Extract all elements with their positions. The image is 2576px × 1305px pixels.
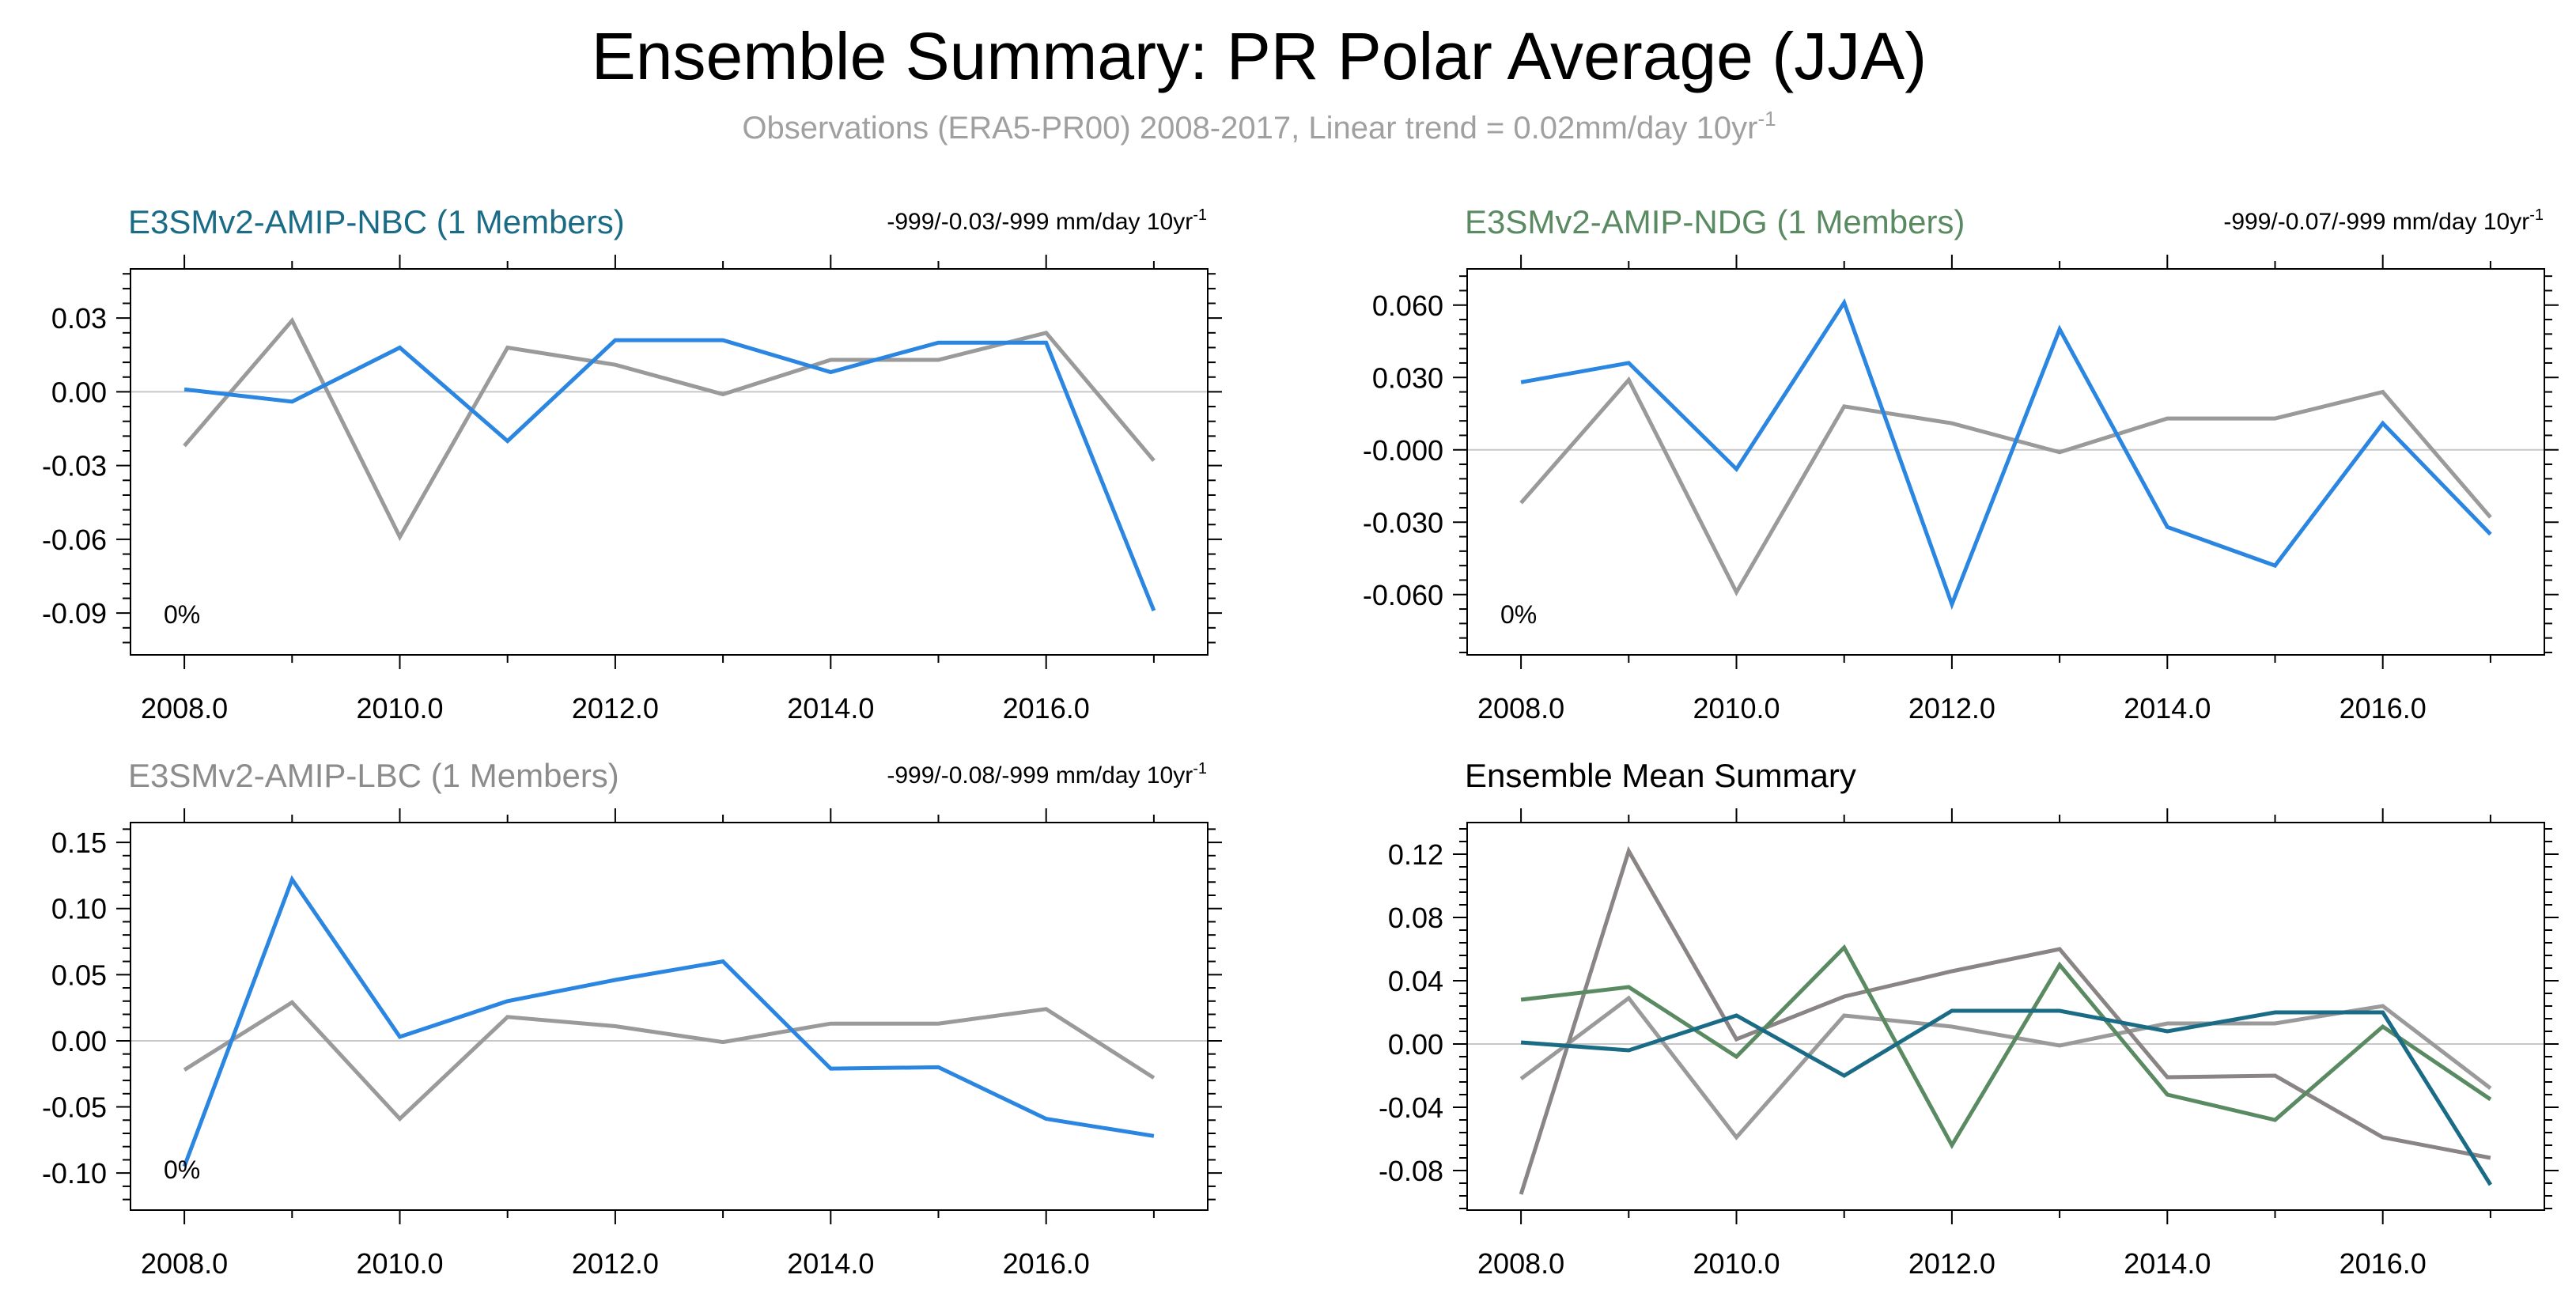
y-tick-label: -0.030 — [1363, 506, 1443, 539]
trend-superscript: -1 — [2529, 206, 2544, 224]
x-tick-label: 2016.0 — [2340, 1247, 2427, 1280]
series-line-1 — [1519, 376, 2492, 596]
panel-title: E3SMv2-AMIP-LBC (1 Members) — [128, 757, 619, 794]
trend-label: -999/-0.08/-999 mm/day 10yr-1 — [887, 760, 1207, 789]
x-tick-label: 2010.0 — [1693, 1247, 1780, 1280]
y-tick-label: 0.03 — [51, 302, 107, 335]
panels: E3SMv2-AMIP-NBC (1 Members) -999/-0.03/-9… — [42, 203, 2559, 1280]
plot-frame — [1466, 268, 2545, 656]
y-tick-label: 0.030 — [1372, 361, 1443, 394]
y-tick-label: -0.000 — [1363, 434, 1443, 467]
trend-text: -999/-0.07/-999 mm/day 10yr — [2223, 209, 2529, 235]
x-tick-label: 2014.0 — [2124, 1247, 2211, 1280]
panel-title: Ensemble Mean Summary — [1465, 757, 1856, 794]
x-tick-label: 2016.0 — [2340, 692, 2427, 724]
y-tick-label: -0.04 — [1379, 1091, 1443, 1124]
y-tick-label: -0.03 — [42, 450, 107, 482]
panel-title: E3SMv2-AMIP-NDG (1 Members) — [1465, 203, 1965, 240]
plot-frame — [130, 268, 1209, 656]
y-tick-label: -0.09 — [42, 597, 107, 630]
x-tick-label: 2014.0 — [2124, 692, 2211, 724]
y-tick-label: 0.04 — [1388, 965, 1443, 997]
trend-label: -999/-0.03/-999 mm/day 10yr-1 — [887, 206, 1207, 235]
x-tick-label: 2014.0 — [787, 692, 874, 724]
x-tick-label: 2010.0 — [356, 692, 443, 724]
trend-text: -999/-0.08/-999 mm/day 10yr — [887, 762, 1193, 789]
trend-superscript: -1 — [1193, 206, 1207, 224]
trend-superscript: -1 — [1193, 760, 1207, 777]
y-tick-label: -0.05 — [42, 1091, 107, 1124]
series-line-1 — [183, 316, 1156, 542]
x-tick-label: 2016.0 — [1003, 1247, 1090, 1280]
y-tick-label: -0.08 — [1379, 1155, 1443, 1187]
y-tick-label: 0.10 — [51, 893, 107, 925]
series-line-2 — [1519, 845, 2491, 1195]
y-tick-label: 0.00 — [51, 376, 107, 408]
series-line-2 — [182, 875, 1155, 1167]
x-tick-label: 2008.0 — [1477, 1247, 1564, 1280]
x-tick-label: 2016.0 — [1003, 692, 1090, 724]
panel-4: Ensemble Mean Summary 2008.0 2010.0 2012.0 2… — [1379, 757, 2559, 1280]
panel-1: E3SMv2-AMIP-NBC (1 Members) -999/-0.03/-9… — [42, 203, 1222, 724]
y-tick-label: 0.05 — [51, 959, 107, 991]
panel-3: E3SMv2-AMIP-LBC (1 Members) -999/-0.08/-9… — [42, 757, 1222, 1280]
y-tick-label: -0.10 — [42, 1157, 107, 1190]
y-tick-label: 0.00 — [1388, 1028, 1443, 1061]
percent-label: 0% — [164, 1156, 200, 1184]
figure-title: Ensemble Summary: PR Polar Average (JJA) — [592, 19, 1927, 93]
y-tick-label: 0.00 — [51, 1025, 107, 1057]
x-tick-label: 2008.0 — [141, 692, 228, 724]
series-line-1 — [1519, 995, 2492, 1140]
x-tick-label: 2014.0 — [787, 1247, 874, 1280]
figure-subtitle: Observations (ERA5-PR00) 2008-2017, Line… — [742, 107, 1776, 146]
trend-text: -999/-0.03/-999 mm/day 10yr — [887, 209, 1193, 235]
plot-frame — [130, 822, 1209, 1211]
x-tick-label: 2008.0 — [141, 1247, 228, 1280]
y-tick-label: 0.08 — [1388, 902, 1443, 934]
y-tick-label: -0.060 — [1363, 579, 1443, 611]
x-tick-label: 2012.0 — [1908, 692, 1995, 724]
series-line-3 — [1520, 944, 2492, 1150]
y-tick-label: 0.12 — [1388, 838, 1443, 871]
x-tick-label: 2008.0 — [1477, 692, 1564, 724]
subtitle-superscript: -1 — [1757, 107, 1776, 130]
x-tick-label: 2010.0 — [1693, 692, 1780, 724]
panel-2: E3SMv2-AMIP-NDG (1 Members) -999/-0.07/-9… — [1363, 203, 2559, 724]
x-tick-label: 2012.0 — [1908, 1247, 1995, 1280]
y-tick-label: 0.15 — [51, 826, 107, 859]
percent-label: 0% — [164, 600, 200, 629]
percent-label: 0% — [1500, 600, 1537, 629]
y-tick-label: 0.060 — [1372, 289, 1443, 322]
series-line-2 — [183, 338, 1156, 612]
plot-frame — [1466, 822, 2545, 1211]
panel-title: E3SMv2-AMIP-NBC (1 Members) — [128, 203, 625, 240]
x-tick-label: 2010.0 — [356, 1247, 443, 1280]
x-tick-label: 2012.0 — [572, 1247, 659, 1280]
series-line-1 — [183, 1000, 1156, 1122]
series-line-4 — [1520, 1008, 2493, 1186]
series-line-2 — [1520, 298, 2492, 611]
y-tick-label: -0.06 — [42, 524, 107, 556]
trend-label: -999/-0.07/-999 mm/day 10yr-1 — [2223, 206, 2544, 235]
x-tick-label: 2012.0 — [572, 692, 659, 724]
